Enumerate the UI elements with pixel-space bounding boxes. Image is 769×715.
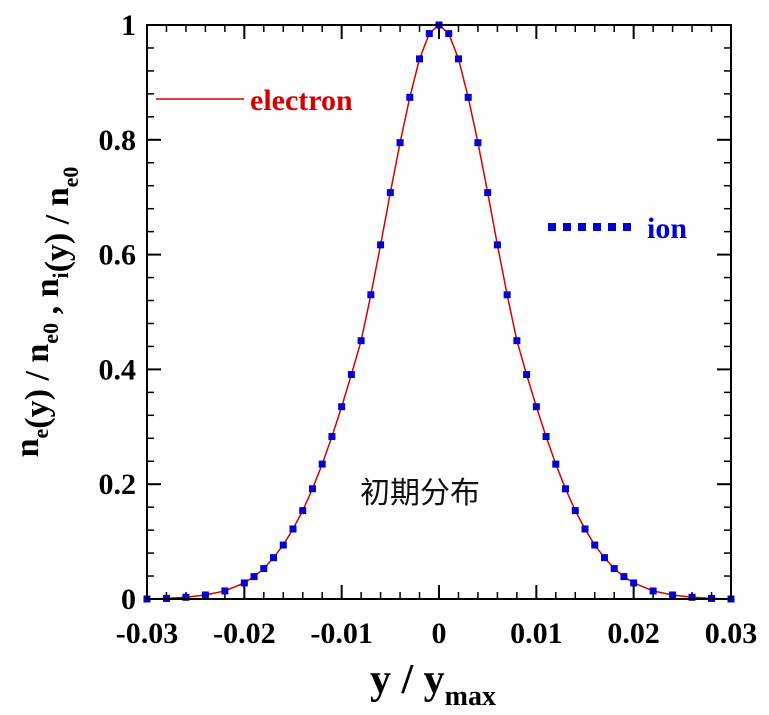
ion-point	[308, 485, 316, 493]
ion-point	[484, 189, 492, 197]
ion-point	[338, 403, 346, 411]
ion-point	[299, 507, 307, 515]
y-axis-title-subscript: e0	[38, 323, 63, 344]
series-layer	[143, 21, 735, 603]
ion-point	[396, 139, 404, 147]
legend-ion-swatch-dot	[593, 223, 601, 231]
x-axis-title: y / ymax	[370, 657, 496, 712]
plot-frame	[146, 24, 732, 600]
ion-point	[610, 565, 618, 573]
ion-point	[289, 525, 297, 533]
ion-point	[182, 593, 190, 601]
ion-point	[620, 573, 628, 581]
annotation-label: 初期分布	[360, 476, 480, 511]
ion-point	[221, 587, 229, 595]
ion-point	[571, 507, 579, 515]
ion-point	[552, 460, 560, 468]
y-tick-label: 1	[121, 9, 136, 42]
ion-point	[367, 291, 375, 299]
ion-point	[250, 573, 258, 581]
legend-electron-label: electron	[250, 84, 353, 117]
ion-point	[240, 579, 248, 587]
legend-ion-swatch-dot	[578, 223, 586, 231]
y-tick-label: 0.4	[99, 353, 137, 386]
ion-point	[669, 591, 677, 599]
y-tick-label: 0	[121, 583, 136, 616]
ion-point	[591, 541, 599, 549]
ion-point	[425, 30, 433, 38]
ion-point	[523, 371, 531, 379]
legend-ion-label: ion	[647, 212, 687, 245]
ion-point	[513, 337, 521, 345]
y-axis-title-subscript: i	[48, 272, 73, 278]
ion-point	[328, 433, 336, 441]
y-axis-title-part: , n	[29, 278, 66, 323]
ion-point	[386, 189, 394, 197]
y-axis-title-subscript: e0	[58, 167, 83, 188]
y-axis-title-part: (y) / n	[19, 344, 56, 429]
ion-point	[377, 241, 385, 249]
ion-point	[318, 460, 326, 468]
ion-point	[445, 30, 453, 38]
ion-point	[532, 403, 540, 411]
y-tick-label: 0.8	[99, 124, 137, 157]
x-tick-label: -0.02	[213, 617, 276, 650]
x-tick-label: -0.01	[310, 617, 373, 650]
ion-point	[581, 525, 589, 533]
legend-ion-swatch-dot	[608, 223, 616, 231]
ion-point	[649, 587, 657, 595]
ion-point	[542, 433, 550, 441]
electron-line	[146, 23, 732, 600]
y-axis-title-subscript: e	[28, 428, 53, 438]
legend-ion-swatch-dot	[548, 223, 556, 231]
ion-point	[562, 485, 570, 493]
legend-ion-swatch-dot	[623, 223, 631, 231]
y-axis-title: ne(y) / ne0 , ni(y) / ne0	[9, 167, 83, 458]
ion-point	[406, 93, 414, 101]
ion-point	[279, 541, 287, 549]
x-axis-title-main: y / y	[370, 657, 445, 703]
y-axis-title-part: (y) / n	[39, 187, 76, 272]
ion-point	[474, 139, 482, 147]
legend: electron ion	[156, 84, 687, 245]
x-tick-label: 0	[432, 617, 447, 650]
y-tick-label: 0.6	[99, 239, 137, 272]
ion-point	[416, 55, 424, 63]
ion-point	[630, 579, 638, 587]
ion-point	[347, 371, 355, 379]
ion-point	[688, 593, 696, 601]
y-tick-label: 0.2	[99, 468, 137, 501]
ion-point	[600, 554, 608, 562]
ion-point	[270, 554, 278, 562]
axis-ticks	[146, 24, 732, 600]
x-tick-label: 0.02	[607, 617, 660, 650]
x-tick-label: 0.03	[705, 617, 758, 650]
tick-labels: -0.03 -0.02 -0.01 0 0.01 0.02 0.03 0 0.2 0.4 0.6 0.…	[99, 9, 758, 650]
legend-ion-swatch-dot	[563, 223, 571, 231]
ion-point	[201, 591, 209, 599]
ion-point	[464, 93, 472, 101]
x-tick-label: -0.03	[116, 617, 179, 650]
ion-point	[260, 565, 268, 573]
ion-point	[357, 337, 365, 345]
ion-point	[503, 291, 511, 299]
y-axis-title-part: n	[9, 438, 46, 457]
x-axis-title-subscript: max	[445, 681, 496, 712]
ion-point	[493, 241, 501, 249]
x-tick-label: 0.01	[510, 617, 563, 650]
ion-point	[454, 55, 462, 63]
